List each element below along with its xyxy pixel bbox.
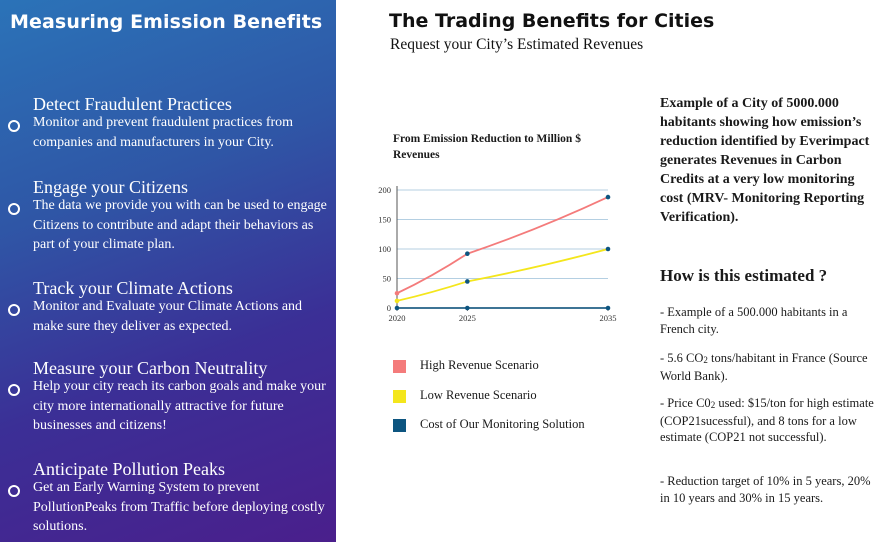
legend-swatch-high: [393, 360, 406, 373]
y-tick-label: 150: [378, 215, 391, 225]
chart-grid: [397, 189, 608, 309]
benefit-description: Monitor and Evaluate your Climate Action…: [33, 299, 303, 334]
note-price: - Price C02 used: $15/ton for high estim…: [660, 395, 875, 446]
y-tick-label: 100: [378, 244, 391, 254]
legend-label: Low Revenue Scenario: [420, 388, 537, 402]
y-tick-label: 50: [383, 274, 392, 284]
note-price-sub: 2: [710, 400, 716, 410]
legend-item-high: High Revenue Scenario: [393, 358, 623, 376]
legend-swatch-low: [393, 390, 406, 403]
monitoring-cost-point: [605, 305, 611, 311]
x-tick-label: 2035: [600, 313, 617, 323]
legend-label: High Revenue Scenario: [420, 358, 539, 372]
note-price-prefix: - Price C0: [660, 396, 711, 410]
low-revenue-point: [605, 246, 611, 252]
y-tick-label: 200: [378, 185, 391, 195]
y-tick-label: 0: [387, 303, 391, 313]
high-revenue-point: [605, 194, 611, 200]
chart-title: From Emission Reduction to Million $ Rev…: [393, 133, 581, 161]
circle-bullet-icon: [8, 304, 20, 316]
legend-item-low: Low Revenue Scenario: [393, 388, 623, 406]
left-panel-title: Measuring Emission Benefits: [10, 11, 323, 33]
chart-axes: 0 50 100 150 200 2020 2025 2035: [378, 185, 616, 323]
low-revenue-point: [465, 279, 470, 284]
circle-bullet-icon: [8, 384, 20, 396]
example-description: Example of a City of 5000.000 habitants …: [660, 96, 870, 225]
legend-item-cost: Cost of Our Monitoring Solution: [393, 417, 623, 435]
left-panel: Measuring Emission Benefits Detect Fraud…: [0, 0, 336, 542]
monitoring-cost-point: [394, 305, 400, 311]
circle-bullet-icon: [8, 485, 20, 497]
benefit-heading: Track your Climate Actions: [33, 278, 233, 298]
high-revenue-line: [396, 196, 609, 295]
benefit-description: The data we provide you with can be used…: [33, 198, 327, 252]
page-title: The Trading Benefits for Cities: [389, 10, 715, 32]
x-tick-label: 2020: [389, 313, 406, 323]
page-subtitle: Request your City’s Estimated Revenues: [390, 36, 644, 53]
note-co2-prefix: - 5.6 CO: [660, 351, 704, 365]
monitoring-cost-point: [465, 305, 470, 311]
note-co2: - 5.6 CO2 tons/habitant in France (Sourc…: [660, 350, 875, 384]
note-price-suffix: used: $15/ton for high estimate (COP21su…: [660, 396, 874, 444]
benefit-heading: Anticipate Pollution Peaks: [33, 459, 225, 479]
circle-bullet-icon: [8, 203, 20, 215]
estimate-heading: How is this estimated ?: [660, 266, 828, 285]
legend-swatch-cost: [393, 419, 406, 432]
note-co2-sub: 2: [703, 355, 708, 365]
benefit-heading: Detect Fraudulent Practices: [33, 94, 232, 114]
benefit-description: Monitor and prevent fraudulent practices…: [33, 115, 294, 150]
chart-series: [394, 194, 611, 311]
benefit-heading: Engage your Citizens: [33, 177, 188, 197]
benefit-description: Help your city reach its carbon goals an…: [33, 379, 326, 433]
benefit-description: Get an Early Warning System to prevent P…: [33, 480, 325, 534]
circle-bullet-icon: [8, 120, 20, 132]
note-co2-suffix: tons/habitant in France (Source World Ba…: [660, 351, 868, 383]
low-revenue-line: [396, 248, 609, 302]
x-tick-label: 2025: [459, 313, 476, 323]
line-chart: 0 50 100 150 200 2020 2025 2035: [378, 185, 616, 323]
benefit-heading: Measure your Carbon Neutrality: [33, 358, 268, 378]
note-target: - Reduction target of 10% in 5 years, 20…: [660, 474, 871, 505]
note-habitants: - Example of a 500.000 habitants in a Fr…: [660, 305, 848, 336]
high-revenue-point: [465, 251, 470, 257]
low-revenue-point: [394, 298, 400, 304]
high-revenue-point: [394, 290, 400, 296]
legend-label: Cost of Our Monitoring Solution: [420, 417, 585, 431]
